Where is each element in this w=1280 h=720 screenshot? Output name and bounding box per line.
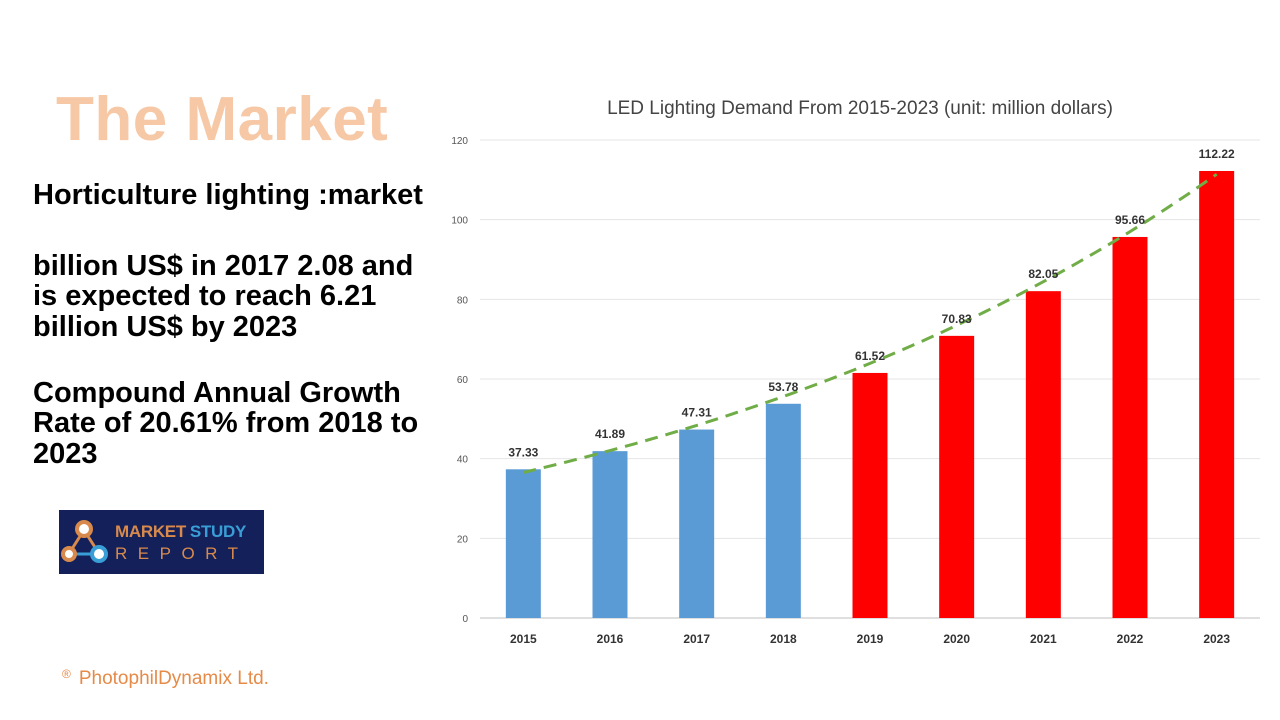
chart-svg: LED Lighting Demand From 2015-2023 (unit…: [451, 98, 1260, 646]
data-label: 53.78: [768, 380, 798, 394]
bar: [679, 429, 715, 618]
data-label: 41.89: [595, 427, 625, 441]
data-label: 112.22: [1199, 147, 1235, 161]
x-tick-label: 2015: [510, 632, 537, 646]
logo-wordmark-top: MARKET STUDY: [115, 522, 246, 542]
slide-title: The Market: [56, 85, 389, 154]
data-label: 95.66: [1115, 213, 1145, 227]
logo-word-market: MARKET: [115, 522, 186, 541]
trendline: [522, 172, 1218, 474]
footer-credit: ® PhotophilDynamix Ltd.: [62, 667, 269, 690]
cagr-text: Compound Annual Growth Rate of 20.61% fr…: [33, 377, 419, 470]
x-tick-label: 2021: [1030, 632, 1057, 646]
bar: [939, 335, 975, 618]
bar: [592, 451, 628, 618]
logo-word-report: REPORT: [115, 544, 249, 563]
x-tick-label: 2018: [770, 632, 797, 646]
registered-mark: ®: [62, 667, 71, 681]
bar: [505, 469, 541, 618]
network-nodes-icon: [61, 520, 108, 563]
data-label: 47.31: [682, 406, 712, 420]
x-tick-label: 2020: [943, 632, 970, 646]
bar: [852, 372, 888, 618]
chart-title: LED Lighting Demand From 2015-2023 (unit…: [607, 98, 1113, 119]
bar: [1112, 236, 1148, 618]
data-label: 61.52: [855, 349, 885, 363]
y-tick-label: 40: [457, 455, 469, 466]
x-tick-label: 2017: [683, 632, 710, 646]
x-tick-label: 2019: [857, 632, 884, 646]
company-name: PhotophilDynamix Ltd.: [78, 668, 269, 689]
market-study-report-logo: MARKET STUDY REPORT: [59, 510, 264, 574]
bar: [1199, 170, 1235, 618]
y-tick-label: 20: [457, 534, 469, 545]
y-tick-label: 80: [457, 295, 469, 306]
bar: [1025, 291, 1061, 618]
bar: [765, 403, 801, 618]
x-tick-label: 2022: [1117, 632, 1144, 646]
y-tick-label: 120: [451, 136, 468, 147]
market-size-text: billion US$ in 2017 2.08 and is expected…: [33, 250, 414, 343]
x-tick-label: 2023: [1203, 632, 1230, 646]
led-demand-chart: LED Lighting Demand From 2015-2023 (unit…: [440, 70, 1270, 670]
market-heading: Horticulture lighting :market: [33, 179, 423, 211]
logo-word-study: STUDY: [189, 522, 247, 541]
y-tick-label: 60: [457, 375, 469, 386]
data-label: 82.05: [1028, 267, 1058, 281]
data-label: 70.83: [942, 312, 972, 326]
data-label: 37.33: [508, 445, 538, 459]
x-tick-label: 2016: [597, 632, 624, 646]
y-tick-label: 0: [462, 614, 468, 625]
y-tick-label: 100: [451, 216, 468, 227]
